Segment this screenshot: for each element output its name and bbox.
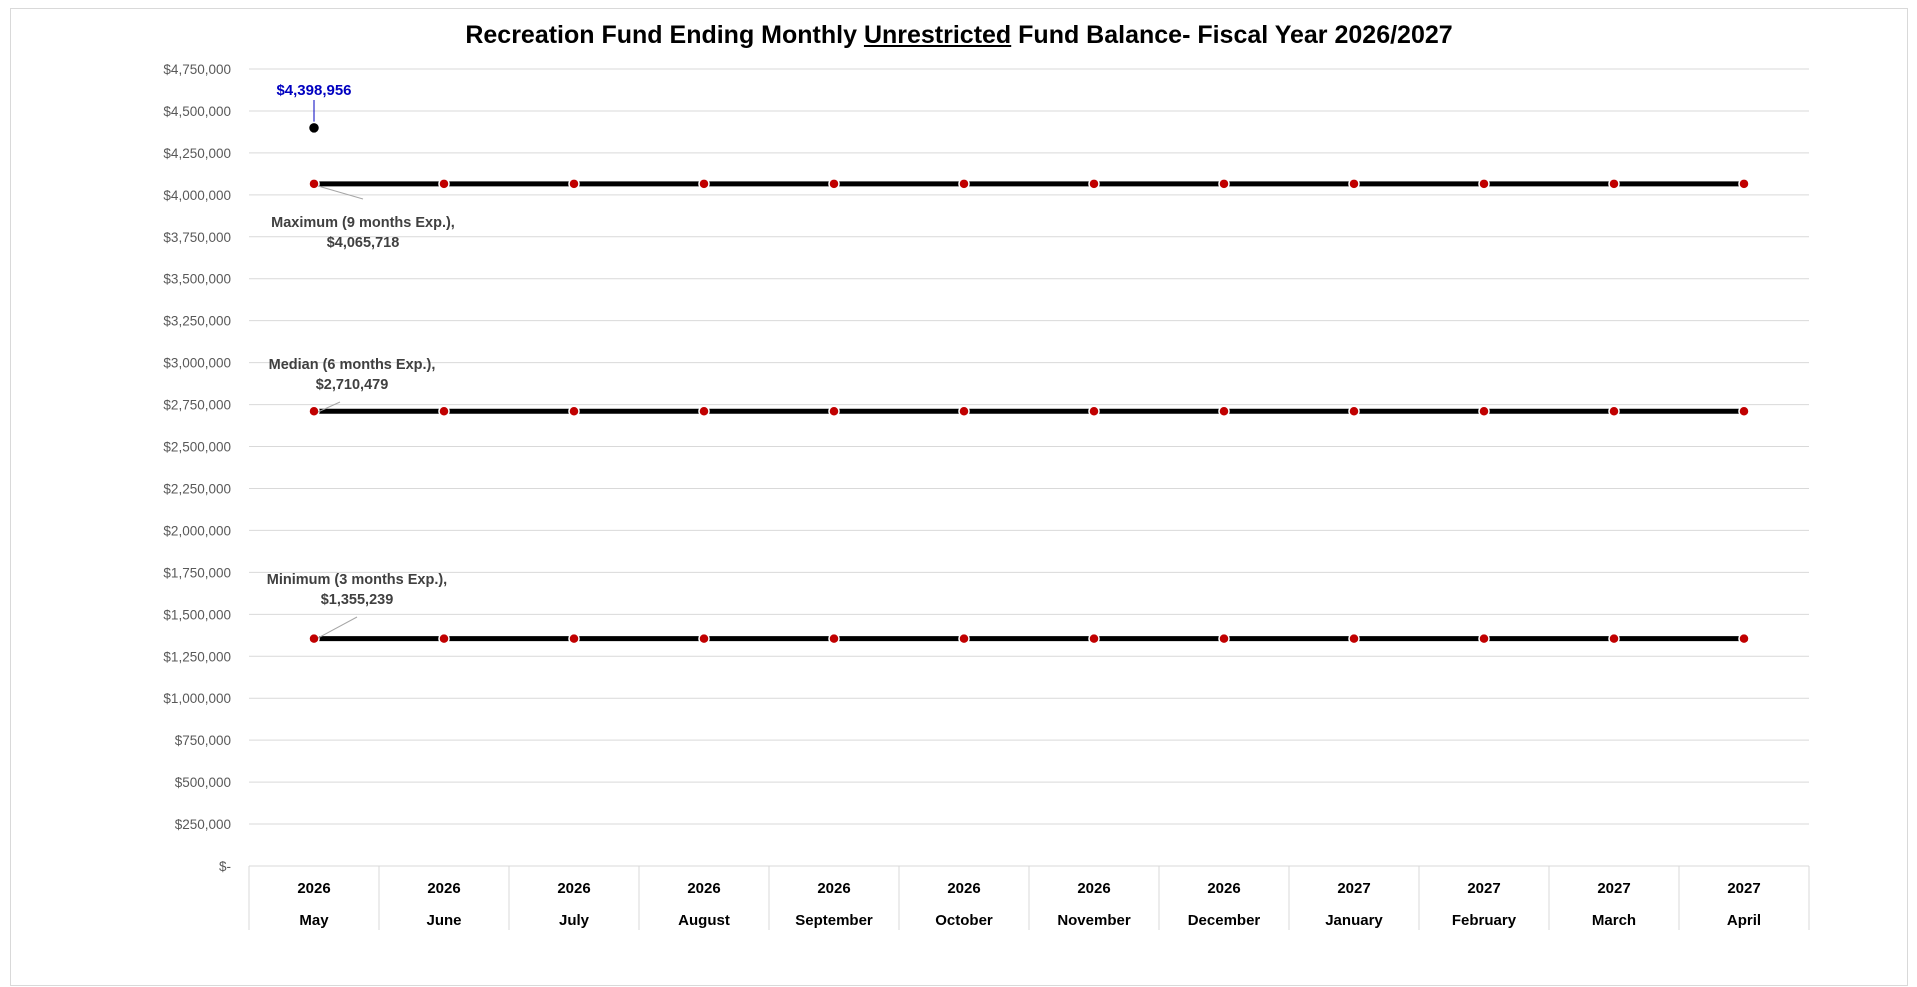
chart-area: Recreation Fund Ending Monthly Unrestric… [10, 8, 1908, 986]
x-tick-month: October [935, 912, 993, 929]
data-label: Median (6 months Exp.), [269, 357, 436, 373]
series-point [1608, 405, 1620, 417]
x-tick-year: 2026 [1077, 880, 1110, 897]
y-tick-label: $2,500,000 [163, 440, 231, 455]
x-tick-year: 2026 [297, 880, 330, 897]
series-point [1738, 632, 1750, 645]
series-point [438, 178, 450, 190]
x-tick-month: November [1057, 912, 1131, 929]
series-point [1478, 632, 1490, 645]
x-tick-month: August [678, 912, 730, 929]
data-label-leader [317, 616, 358, 639]
chart-title-underlined: Unrestricted [863, 21, 1012, 49]
x-tick-year: 2026 [1207, 880, 1240, 897]
chart-title: Recreation Fund Ending Monthly Unrestric… [11, 21, 1907, 50]
x-tick-year: 2026 [817, 880, 850, 897]
x-tick-month: March [1592, 912, 1636, 929]
y-tick-label: $3,750,000 [163, 230, 231, 245]
series-point [438, 632, 450, 645]
y-tick-label: $3,250,000 [163, 314, 231, 329]
y-tick-label: $3,000,000 [163, 356, 231, 371]
series-point [568, 632, 580, 645]
series-point [828, 178, 840, 190]
y-tick-label: $1,500,000 [163, 607, 231, 622]
x-tick-year: 2027 [1597, 880, 1630, 897]
series-point [958, 178, 970, 190]
y-tick-label: $3,500,000 [163, 272, 231, 287]
y-tick-label: $2,250,000 [163, 481, 231, 496]
data-label: $4,398,956 [276, 82, 351, 99]
series-point [828, 405, 840, 417]
chart-title-part-1: Recreation Fund Ending Monthly [465, 21, 864, 49]
series-point [1088, 178, 1100, 190]
series-point [1478, 178, 1490, 190]
series-point [1088, 632, 1100, 645]
x-tick-year: 2026 [427, 880, 460, 897]
y-tick-label: $750,000 [175, 733, 231, 748]
series-point [828, 632, 840, 645]
series-point [958, 405, 970, 417]
data-label: Minimum (3 months Exp.), [267, 572, 447, 588]
series-point [698, 405, 710, 417]
series-point [1738, 405, 1750, 417]
x-tick-month: February [1452, 912, 1517, 929]
series-point [1218, 178, 1230, 190]
x-tick-month: January [1325, 912, 1383, 929]
y-tick-label: $2,750,000 [163, 398, 231, 413]
x-tick-month: December [1188, 912, 1261, 929]
series-point [698, 632, 710, 645]
series-point [1218, 632, 1230, 645]
x-tick-year: 2026 [687, 880, 720, 897]
x-tick-month: September [795, 912, 873, 929]
y-tick-label: $4,750,000 [163, 62, 231, 77]
y-tick-label: $250,000 [175, 817, 231, 832]
x-tick-year: 2026 [557, 880, 590, 897]
y-tick-label: $500,000 [175, 775, 231, 790]
series-point [698, 178, 710, 190]
series-point [308, 178, 320, 190]
series-point [1348, 178, 1360, 190]
chart-title-part-3: Fund Balance- Fiscal Year 2026/2027 [1011, 21, 1453, 49]
y-tick-label: $4,250,000 [163, 146, 231, 161]
y-tick-label: $1,000,000 [163, 691, 231, 706]
y-tick-label: $1,750,000 [163, 565, 231, 580]
x-tick-year: 2026 [947, 880, 980, 897]
x-tick-year: 2027 [1337, 880, 1370, 897]
series-point [1218, 405, 1230, 417]
series-point [958, 632, 970, 645]
x-tick-year: 2027 [1727, 880, 1760, 897]
series-point [308, 405, 320, 417]
y-tick-label: $2,000,000 [163, 523, 231, 538]
series-point [438, 405, 450, 417]
data-label: Maximum (9 months Exp.), [271, 215, 455, 231]
x-tick-month: June [426, 912, 461, 929]
y-tick-label: $4,500,000 [163, 104, 231, 119]
data-label-leader [317, 185, 364, 200]
data-label: $4,065,718 [327, 235, 400, 251]
series-point [1478, 405, 1490, 417]
y-tick-label: $- [219, 859, 231, 874]
series-point [1088, 405, 1100, 417]
y-tick-label: $4,000,000 [163, 188, 231, 203]
x-tick-year: 2027 [1467, 880, 1500, 897]
data-label-leader [317, 401, 341, 413]
series-point [1738, 178, 1750, 190]
series-point [1608, 632, 1620, 645]
x-tick-month: July [559, 912, 590, 929]
data-label: $1,355,239 [321, 592, 394, 608]
actual-point [307, 121, 321, 135]
y-tick-label: $1,250,000 [163, 649, 231, 664]
series-point [568, 178, 580, 190]
series-point [1348, 632, 1360, 645]
data-label: $2,710,479 [316, 377, 389, 393]
x-tick-month: April [1727, 912, 1761, 929]
series-point [1348, 405, 1360, 417]
series-point [308, 632, 320, 645]
series-point [568, 405, 580, 417]
series-point [1608, 178, 1620, 190]
x-tick-month: May [299, 912, 329, 929]
